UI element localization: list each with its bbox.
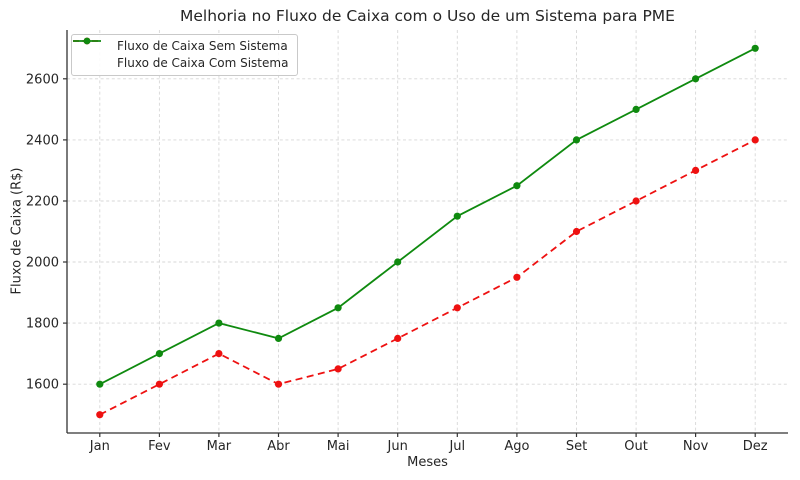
x-tick-label: Ago (504, 439, 529, 454)
legend-solid-line-marker-icon (73, 37, 109, 69)
data-point-marker (751, 44, 759, 52)
data-point-marker (632, 105, 640, 113)
data-point-marker (572, 227, 581, 236)
data-point-marker (751, 136, 759, 144)
x-tick-label: Abr (267, 439, 290, 454)
data-point-marker (274, 334, 283, 342)
legend-item-sem-sistema: Fluxo de Caixa Sem Sistema (73, 37, 288, 54)
y-tick-label: 2400 (26, 133, 59, 148)
y-tick-label: 1800 (26, 317, 59, 332)
legend-sample-dot (83, 37, 91, 45)
legend: Fluxo de Caixa Sem Sistema Fluxo de Caix… (71, 34, 299, 76)
y-tick-label: 2200 (26, 195, 59, 210)
series-line-solid (99, 47, 756, 386)
chart-title: Melhoria no Fluxo de Caixa com o Uso de … (180, 7, 675, 25)
x-axis-label: Meses (407, 455, 448, 470)
x-tick-label: Nov (683, 439, 709, 454)
legend-label-sem-sistema: Fluxo de Caixa Sem Sistema (117, 39, 288, 53)
y-tick-label: 1600 (26, 378, 59, 393)
x-tick-label: Jan (89, 439, 110, 454)
x-tick-label: Fev (148, 439, 171, 454)
data-point-marker (692, 75, 700, 83)
series-line-dashed (99, 139, 756, 416)
legend-item-com-sistema: Fluxo de Caixa Com Sistema (73, 37, 289, 71)
data-point-marker (394, 258, 402, 266)
y-axis-label: Fluxo de Caixa (R$) (9, 167, 25, 295)
data-point-marker (334, 365, 342, 373)
x-tick-label: Jul (448, 439, 465, 454)
data-point-marker (513, 273, 521, 281)
x-tick-label: Set (566, 439, 587, 454)
data-point-marker (274, 380, 283, 388)
data-point-marker (96, 411, 104, 419)
data-point-marker (394, 334, 402, 342)
data-point-marker (96, 380, 104, 388)
data-point-marker (453, 212, 461, 220)
data-point-marker (155, 350, 163, 358)
data-point-marker (453, 304, 461, 312)
data-point-marker (513, 182, 521, 190)
data-point-marker (215, 319, 223, 327)
y-tick-label: 2600 (26, 72, 59, 87)
data-point-marker (572, 136, 581, 144)
x-tick-label: Out (624, 439, 648, 454)
x-tick-label: Mai (327, 439, 350, 454)
data-point-marker (334, 304, 342, 312)
data-point-marker (155, 380, 163, 388)
y-tick-label: 2000 (26, 256, 59, 271)
x-tick-label: Dez (743, 439, 768, 454)
legend-label-com-sistema: Fluxo de Caixa Com Sistema (117, 56, 289, 70)
data-point-marker (215, 350, 223, 358)
x-tick-label: Jun (387, 439, 408, 454)
data-point-marker (692, 166, 700, 174)
x-tick-label: Mar (207, 439, 232, 454)
data-point-marker (632, 197, 640, 205)
